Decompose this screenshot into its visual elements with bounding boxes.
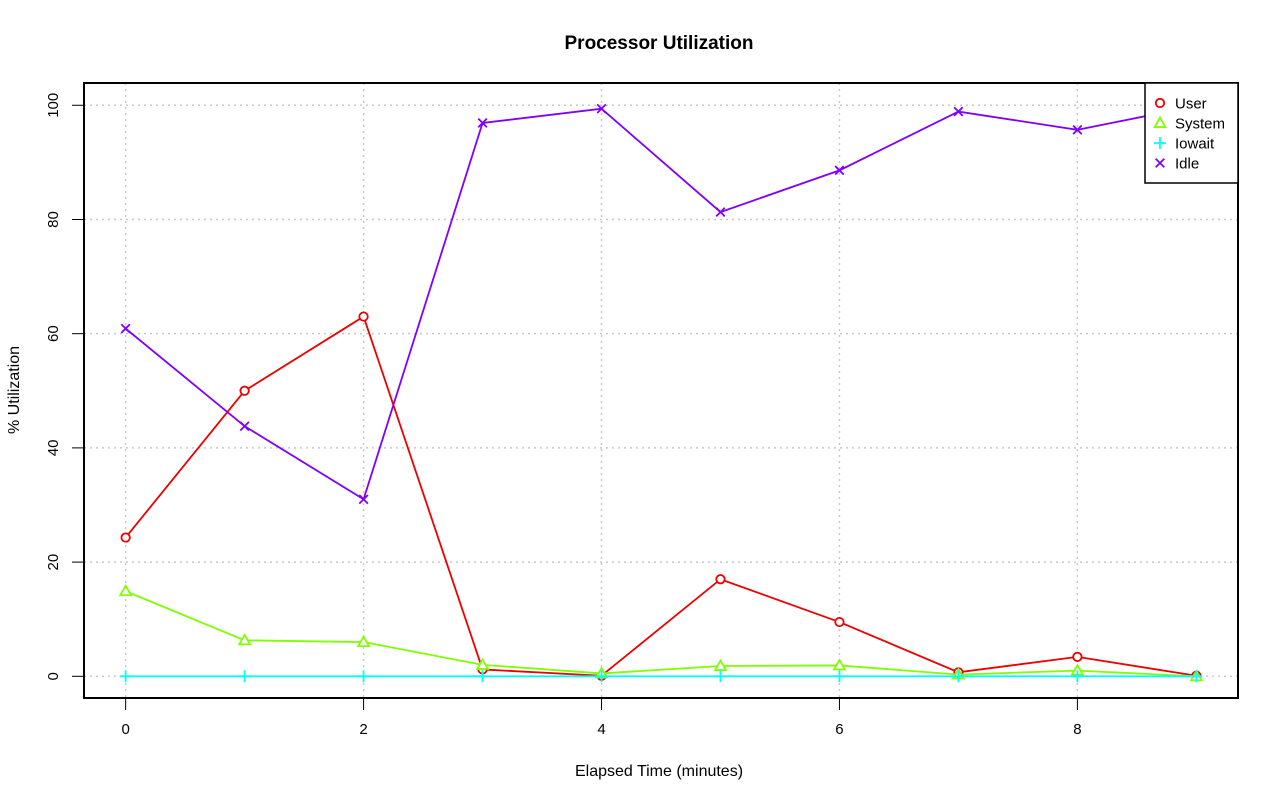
x-tick-label: 2 xyxy=(359,721,367,738)
point-user xyxy=(715,574,726,585)
series-line-idle xyxy=(125,104,1197,501)
y-axis-label: % Utilization xyxy=(6,346,23,434)
point-idle xyxy=(953,106,964,117)
y-tick-label: 60 xyxy=(45,325,62,342)
legend-label-idle: Idle xyxy=(1175,156,1199,173)
x-tick-label: 8 xyxy=(1073,721,1081,738)
point-idle xyxy=(120,323,131,334)
point-idle xyxy=(239,421,250,432)
grid xyxy=(84,83,1238,698)
legend-marker-system xyxy=(1153,115,1167,128)
chart-title: Processor Utilization xyxy=(565,33,754,54)
point-system xyxy=(832,658,847,671)
point-idle xyxy=(1072,124,1083,135)
point-system xyxy=(356,634,371,647)
legend-label-system: System xyxy=(1175,116,1225,133)
point-iowait xyxy=(1190,670,1203,683)
y-tick-label: 100 xyxy=(45,93,62,118)
point-iowait xyxy=(238,670,251,683)
point-iowait xyxy=(1071,670,1084,683)
plot-frame xyxy=(83,82,1239,699)
point-system xyxy=(237,633,252,646)
y-tick-label: 40 xyxy=(45,440,62,457)
x-tick-label: 6 xyxy=(835,721,843,738)
x-tick-label: 0 xyxy=(121,721,129,738)
x-tick-label: 4 xyxy=(597,721,605,738)
point-iowait xyxy=(476,670,489,683)
y-tick-label: 80 xyxy=(45,211,62,228)
point-system xyxy=(475,657,490,670)
point-idle xyxy=(358,494,369,505)
point-iowait xyxy=(833,670,846,683)
point-user xyxy=(1072,651,1083,662)
point-iowait xyxy=(119,670,132,683)
series-line-user xyxy=(124,315,1197,677)
legend-label-iowait: Iowait xyxy=(1175,136,1215,153)
point-system xyxy=(118,584,133,597)
y-axis: 0 20 40 60 80 100 xyxy=(45,93,85,680)
series-system xyxy=(118,584,1204,682)
legend-marker-idle xyxy=(1155,158,1165,168)
legend: User System Iowait Idle xyxy=(1144,82,1239,184)
point-idle xyxy=(834,165,845,176)
point-user xyxy=(834,616,845,628)
y-tick-label: 0 xyxy=(45,672,62,680)
point-user xyxy=(239,385,250,396)
point-iowait xyxy=(357,670,370,683)
series-user xyxy=(120,311,1202,681)
x-axis-label: Elapsed Time (minutes) xyxy=(575,763,743,780)
point-idle xyxy=(715,207,726,217)
series-idle xyxy=(120,100,1202,505)
point-user xyxy=(358,311,369,322)
point-iowait xyxy=(714,670,727,683)
x-axis: 0 2 4 6 8 xyxy=(121,697,1082,738)
point-iowait xyxy=(595,670,608,683)
point-system xyxy=(713,658,728,671)
legend-marker-iowait xyxy=(1154,137,1166,149)
y-tick-label: 20 xyxy=(45,554,62,571)
series-iowait xyxy=(119,670,1203,683)
legend-label-user: User xyxy=(1175,96,1207,113)
point-idle xyxy=(596,103,607,114)
point-user xyxy=(120,532,131,543)
series-line-system xyxy=(125,590,1197,678)
legend-marker-user xyxy=(1154,97,1166,109)
series-group xyxy=(118,100,1204,683)
point-idle xyxy=(477,118,488,128)
point-iowait xyxy=(952,670,965,683)
